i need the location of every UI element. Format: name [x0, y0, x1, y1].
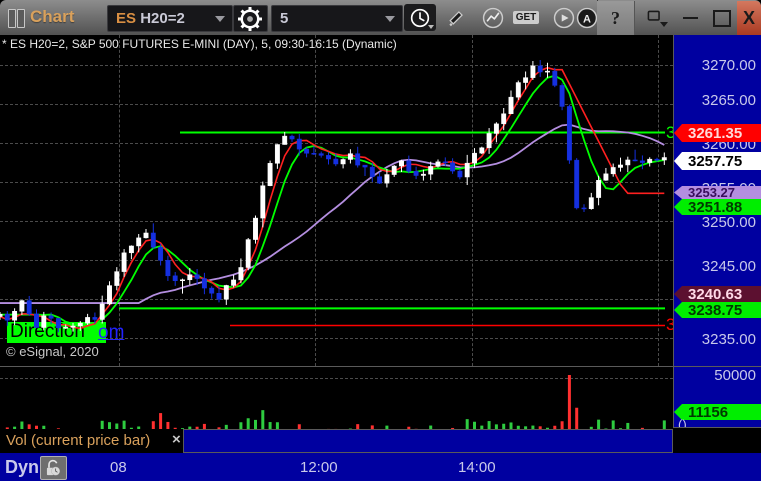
svg-text:A: A	[583, 13, 591, 25]
